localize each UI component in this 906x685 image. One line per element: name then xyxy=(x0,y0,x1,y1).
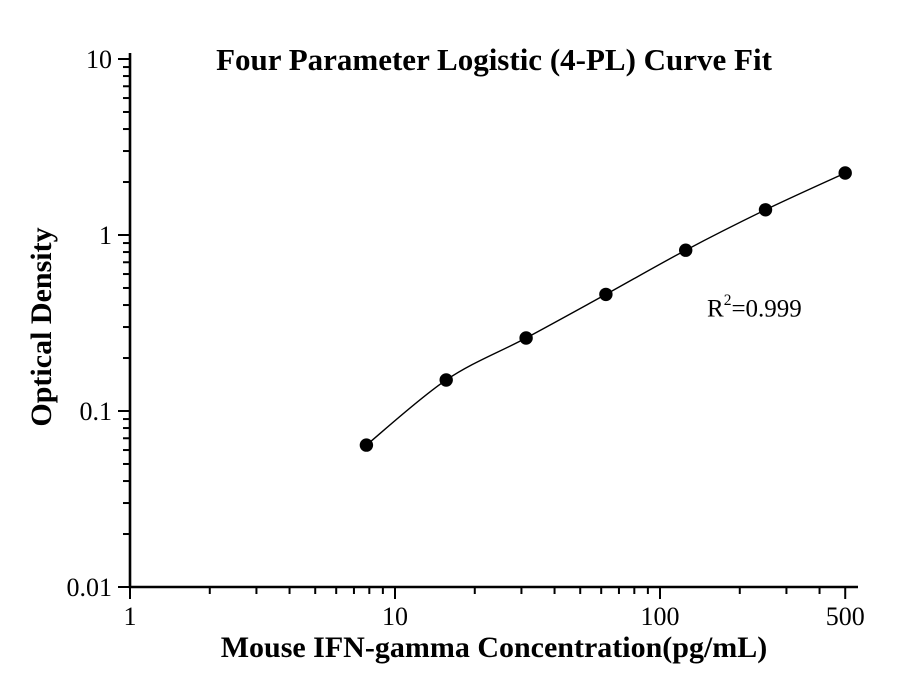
data-point xyxy=(758,203,773,217)
x-tick-label: 500 xyxy=(826,602,865,631)
x-tick-label: 10 xyxy=(382,602,408,631)
y-tick-label: 10 xyxy=(86,45,112,74)
r-squared-value: =0.999 xyxy=(731,295,802,323)
y-tick-label: 0.01 xyxy=(67,573,113,602)
data-point xyxy=(439,373,453,387)
r-squared-annotation: R2=0.999 xyxy=(707,292,802,323)
x-axis-label: Mouse IFN-gamma Concentration(pg/mL) xyxy=(220,631,768,664)
tick-labels: 1 10 100 500 0.01 0.1 1 10 xyxy=(67,45,865,631)
chart-title: Four Parameter Logistic (4-PL) Curve Fit xyxy=(216,42,772,77)
data-point xyxy=(519,331,533,345)
axis-spines xyxy=(128,53,858,589)
x-tick-label: 100 xyxy=(641,602,680,631)
data-point xyxy=(599,287,613,302)
data-points xyxy=(359,166,852,452)
data-point xyxy=(838,166,852,180)
data-point xyxy=(359,438,374,452)
data-point xyxy=(679,243,693,257)
tick-marks xyxy=(118,58,847,599)
y-tick-label: 0.1 xyxy=(80,397,113,426)
r-squared-exponent: 2 xyxy=(723,292,732,309)
y-tick-label: 1 xyxy=(99,221,112,250)
fit-curve xyxy=(365,172,846,446)
x-tick-label: 1 xyxy=(124,602,137,631)
r-squared-base: R xyxy=(707,295,724,323)
